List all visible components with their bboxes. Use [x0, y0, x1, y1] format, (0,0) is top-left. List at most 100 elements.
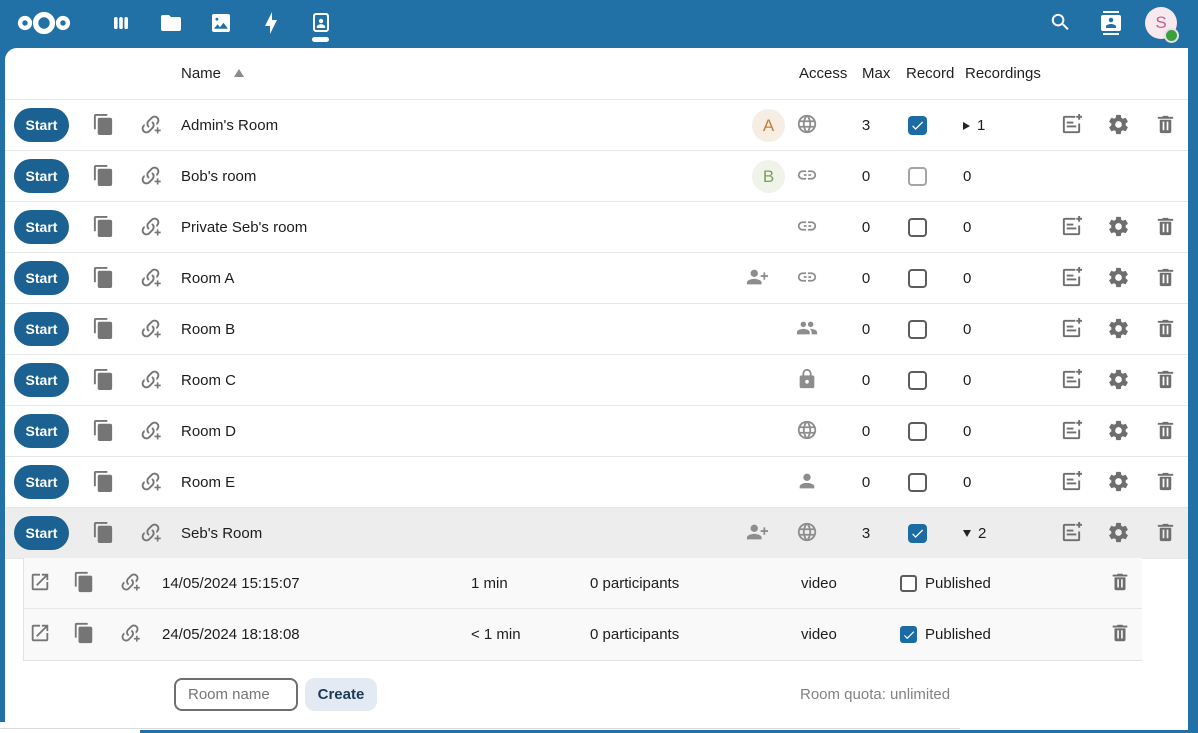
- app-icon-photos[interactable]: [209, 11, 235, 37]
- column-header-access[interactable]: Access: [799, 65, 848, 82]
- copy-room-button[interactable]: [91, 266, 115, 290]
- copy-room-link-button[interactable]: [138, 113, 162, 137]
- room-settings-button[interactable]: [1106, 368, 1130, 392]
- edit-room-button[interactable]: [1059, 419, 1083, 443]
- copy-room-link-button[interactable]: [138, 419, 162, 443]
- delete-room-button[interactable]: [1153, 470, 1177, 494]
- link-icon: [797, 272, 817, 282]
- delete-room-button[interactable]: [1153, 419, 1177, 443]
- app-icon-dashboard[interactable]: [109, 11, 135, 37]
- open-recording-button[interactable]: [28, 622, 52, 646]
- sort-ascending-icon: [234, 69, 245, 77]
- start-room-button[interactable]: Start: [14, 414, 69, 448]
- topbar: S: [0, 0, 1198, 48]
- start-room-button[interactable]: Start: [14, 159, 69, 193]
- start-room-button[interactable]: Start: [14, 363, 69, 397]
- room-settings-button[interactable]: [1106, 266, 1130, 290]
- record-checkbox[interactable]: [908, 218, 927, 237]
- room-settings-button[interactable]: [1106, 470, 1130, 494]
- copy-room-link-button[interactable]: [138, 368, 162, 392]
- create-room-button[interactable]: Create: [305, 678, 377, 711]
- room-settings-button[interactable]: [1106, 521, 1130, 545]
- record-checkbox[interactable]: [908, 422, 927, 441]
- edit-room-button[interactable]: [1059, 113, 1083, 137]
- app-icon-bbb[interactable]: [309, 11, 335, 37]
- app-icon-activity[interactable]: [259, 11, 285, 37]
- edit-room-button[interactable]: [1059, 215, 1083, 239]
- copy-room-button[interactable]: [91, 215, 115, 239]
- record-checkbox[interactable]: [908, 524, 927, 543]
- record-checkbox[interactable]: [908, 320, 927, 339]
- room-row: Start Bob's room B 0 0: [5, 151, 1188, 202]
- column-header-record[interactable]: Record: [906, 65, 955, 82]
- copy-room-link-button[interactable]: [138, 164, 162, 188]
- copy-room-link-button[interactable]: [138, 470, 162, 494]
- owner-avatar: B: [752, 160, 785, 193]
- delete-room-button[interactable]: [1153, 215, 1177, 239]
- copy-room-button[interactable]: [91, 521, 115, 545]
- published-checkbox[interactable]: [900, 575, 917, 592]
- collapse-recordings-icon[interactable]: [963, 530, 971, 537]
- copy-room-button[interactable]: [91, 113, 115, 137]
- room-settings-button[interactable]: [1106, 317, 1130, 341]
- record-checkbox[interactable]: [908, 116, 927, 135]
- room-settings-button[interactable]: [1106, 419, 1130, 443]
- column-header-name[interactable]: Name: [181, 48, 245, 100]
- open-recording-button[interactable]: [28, 571, 52, 595]
- copy-recording-button[interactable]: [72, 571, 96, 595]
- published-checkbox[interactable]: [900, 626, 917, 643]
- record-checkbox[interactable]: [908, 371, 927, 390]
- edit-room-button[interactable]: [1059, 521, 1083, 545]
- copy-room-link-button[interactable]: [138, 266, 162, 290]
- column-header-recordings[interactable]: Recordings: [965, 65, 1041, 82]
- room-name: Room D: [181, 423, 237, 440]
- start-room-button[interactable]: Start: [14, 210, 69, 244]
- delete-recording-button[interactable]: [1108, 571, 1132, 595]
- start-room-button[interactable]: Start: [14, 312, 69, 346]
- copy-room-button[interactable]: [91, 419, 115, 443]
- nextcloud-logo[interactable]: [16, 11, 72, 35]
- start-room-button[interactable]: Start: [14, 108, 69, 142]
- copy-room-link-button[interactable]: [138, 215, 162, 239]
- contacts-icon[interactable]: [1099, 10, 1123, 36]
- edit-room-button[interactable]: [1059, 266, 1083, 290]
- delete-room-button[interactable]: [1153, 521, 1177, 545]
- room-settings-button[interactable]: [1106, 113, 1130, 137]
- search-icon[interactable]: [1049, 11, 1073, 35]
- copy-room-button[interactable]: [91, 368, 115, 392]
- delete-room-button[interactable]: [1153, 317, 1177, 341]
- edit-room-button[interactable]: [1059, 368, 1083, 392]
- record-checkbox[interactable]: [908, 473, 927, 492]
- person-frame-icon: [313, 13, 329, 32]
- delete-room-button[interactable]: [1153, 368, 1177, 392]
- edit-room-button[interactable]: [1059, 317, 1083, 341]
- delete-icon: [1157, 472, 1173, 491]
- start-room-button[interactable]: Start: [14, 261, 69, 295]
- start-room-button[interactable]: Start: [14, 516, 69, 550]
- app-icon-files[interactable]: [159, 11, 185, 37]
- room-settings-button[interactable]: [1106, 215, 1130, 239]
- room-row: Start Seb's Room 3 2: [5, 508, 1188, 559]
- folder-icon: [161, 15, 181, 31]
- access-link-indicator: [796, 266, 820, 290]
- copy-room-link-button[interactable]: [138, 317, 162, 341]
- copy-room-button[interactable]: [91, 317, 115, 341]
- edit-room-button[interactable]: [1059, 470, 1083, 494]
- record-checkbox[interactable]: [908, 269, 927, 288]
- copy-recording-link-button[interactable]: [118, 622, 142, 646]
- delete-recording-button[interactable]: [1108, 622, 1132, 646]
- link-icon: [797, 170, 817, 180]
- column-header-max[interactable]: Max: [862, 65, 891, 82]
- room-name-input[interactable]: [174, 678, 298, 711]
- delete-room-button[interactable]: [1153, 113, 1177, 137]
- delete-room-button[interactable]: [1153, 266, 1177, 290]
- copy-recording-button[interactable]: [72, 622, 96, 646]
- copy-room-button[interactable]: [91, 470, 115, 494]
- copy-room-link-button[interactable]: [138, 521, 162, 545]
- start-room-button[interactable]: Start: [14, 465, 69, 499]
- copy-recording-link-button[interactable]: [118, 571, 142, 595]
- expand-recordings-icon[interactable]: [963, 121, 970, 130]
- copy-room-button[interactable]: [91, 164, 115, 188]
- scrollbar[interactable]: [1188, 48, 1198, 733]
- link-plus-icon: [141, 217, 161, 236]
